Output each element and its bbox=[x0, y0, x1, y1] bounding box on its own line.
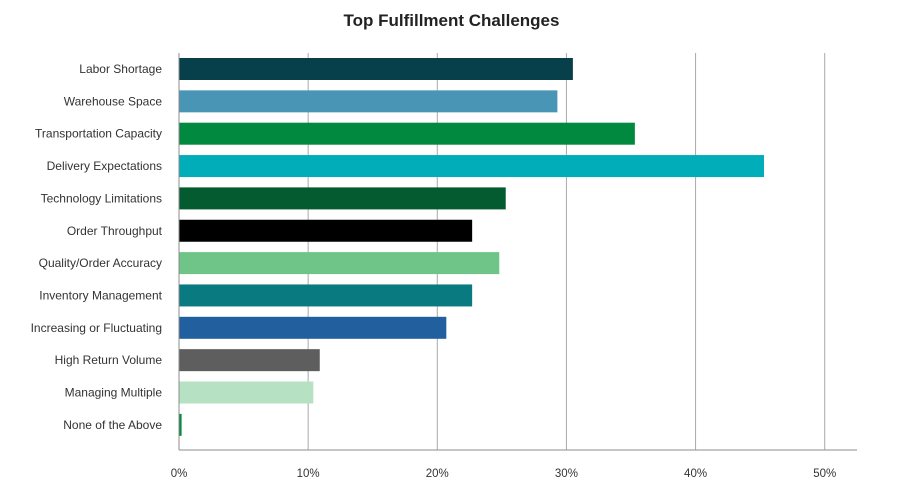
category-label: Order Throughput bbox=[67, 224, 163, 238]
tick-label: 50% bbox=[813, 468, 836, 480]
category-label: None of the Above bbox=[63, 418, 162, 432]
bar bbox=[179, 90, 558, 113]
tick-label: 10% bbox=[297, 468, 320, 480]
tick-label: 0% bbox=[171, 468, 188, 480]
bar bbox=[179, 58, 573, 80]
bar bbox=[179, 122, 635, 145]
category-labels: Labor Shortage Warehouse Space Transportat… bbox=[31, 62, 163, 432]
bar bbox=[179, 187, 506, 210]
bar bbox=[179, 252, 500, 275]
category-label: Inventory Management bbox=[39, 288, 162, 302]
category-label: High Return Volume bbox=[55, 353, 163, 367]
category-label: Quality/Order Accuracy bbox=[39, 256, 162, 270]
bar bbox=[179, 155, 765, 178]
bar bbox=[179, 284, 473, 307]
bar bbox=[179, 413, 182, 436]
category-label: Technology Limitations bbox=[41, 191, 162, 205]
bar bbox=[179, 316, 447, 339]
bars bbox=[179, 58, 765, 436]
category-label: Increasing or Fluctuating bbox=[31, 321, 162, 335]
tick-label: 20% bbox=[426, 468, 449, 480]
category-label: Transportation Capacity bbox=[35, 127, 162, 141]
bar bbox=[179, 219, 473, 242]
axes bbox=[178, 53, 857, 451]
tick-labels: 0% 10% 20% 30% 40% 50% bbox=[171, 468, 837, 480]
category-label: Warehouse Space bbox=[64, 94, 163, 108]
category-label: Managing Multiple bbox=[65, 386, 163, 400]
chart-title: Top Fulfillment Challenges bbox=[343, 11, 560, 30]
gridlines bbox=[307, 53, 826, 450]
tick-label: 40% bbox=[684, 468, 707, 480]
category-label: Labor Shortage bbox=[79, 62, 162, 76]
bar bbox=[179, 381, 314, 404]
tick-label: 30% bbox=[555, 468, 578, 480]
bar bbox=[179, 349, 320, 372]
category-label: Delivery Expectations bbox=[47, 159, 162, 173]
